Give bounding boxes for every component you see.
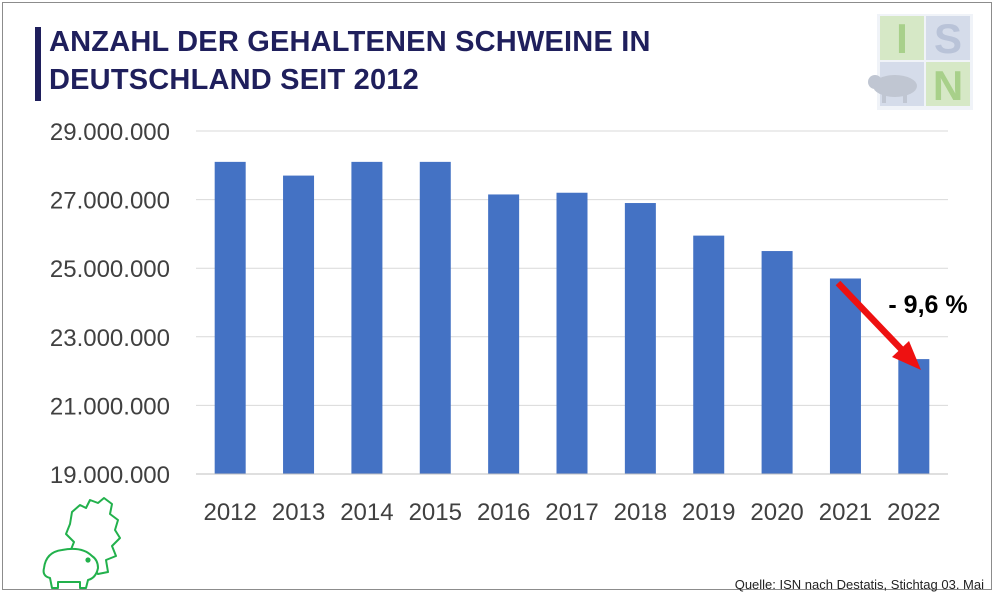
- y-tick-label: 25.000.000: [50, 256, 170, 283]
- logo-tile-bottom-right: [926, 62, 970, 106]
- bar-2021: [829, 278, 861, 474]
- y-tick-label: 23.000.000: [50, 325, 170, 352]
- bar-2018: [624, 203, 656, 474]
- x-tick-label: 2014: [340, 499, 393, 526]
- bar-2013: [283, 175, 315, 474]
- x-tick-label: 2017: [545, 499, 598, 526]
- x-tick-label: 2015: [409, 499, 462, 526]
- bar-2014: [351, 161, 383, 474]
- x-axis-tick-labels: 2012 2013 2014 2015 2016 2017 2018 2019 2020 2021…: [203, 499, 940, 526]
- y-axis-tick-labels: 19.000.000 21.000.000 23.000.000 25.000.000…: [50, 119, 170, 489]
- x-tick-label: 2021: [819, 499, 872, 526]
- logo-pig-icon: [868, 75, 917, 103]
- chart-title-line-1: ANZAHL DER GEHALTENEN SCHWEINE IN: [49, 26, 651, 58]
- x-tick-label: 2012: [203, 499, 256, 526]
- logo-tile-top-right: [926, 16, 970, 60]
- x-tick-label: 2022: [887, 499, 940, 526]
- y-tick-label: 29.000.000: [50, 119, 170, 146]
- y-tick-label: 27.000.000: [50, 188, 170, 215]
- bar-2022: [898, 359, 930, 474]
- bar-2020: [761, 251, 793, 474]
- bar-2019: [693, 235, 725, 474]
- logo-letter-n: N: [933, 62, 963, 109]
- x-tick-label: 2018: [614, 499, 667, 526]
- logo-tile-top-left: [880, 16, 924, 60]
- chart-title-line-2: DEUTSCHLAND SEIT 2012: [49, 64, 419, 96]
- bar-2017: [556, 192, 588, 475]
- germany-pig-icon: [42, 497, 121, 589]
- isn-logo: I S N: [868, 14, 973, 110]
- x-tick-label: 2013: [272, 499, 325, 526]
- y-tick-label: 19.000.000: [50, 462, 170, 489]
- decline-arrow: [835, 280, 921, 370]
- source-note: Quelle: ISN nach Destatis, Stichtag 03. …: [734, 577, 984, 592]
- bar-2015: [419, 161, 451, 474]
- bar-2012: [214, 161, 246, 474]
- x-tick-label: 2020: [750, 499, 803, 526]
- title-accent-bar: [35, 27, 41, 101]
- x-tick-label: 2019: [682, 499, 735, 526]
- logo-letter-s: S: [934, 15, 962, 62]
- y-tick-label: 21.000.000: [50, 393, 170, 420]
- bars: [214, 161, 930, 475]
- logo-letter-i: I: [896, 15, 908, 62]
- x-tick-label: 2016: [477, 499, 530, 526]
- decline-annotation: - 9,6 %: [888, 291, 967, 319]
- chart-title: ANZAHL DER GEHALTENEN SCHWEINE IN DEUTSC…: [49, 23, 651, 99]
- bar-2016: [488, 194, 520, 474]
